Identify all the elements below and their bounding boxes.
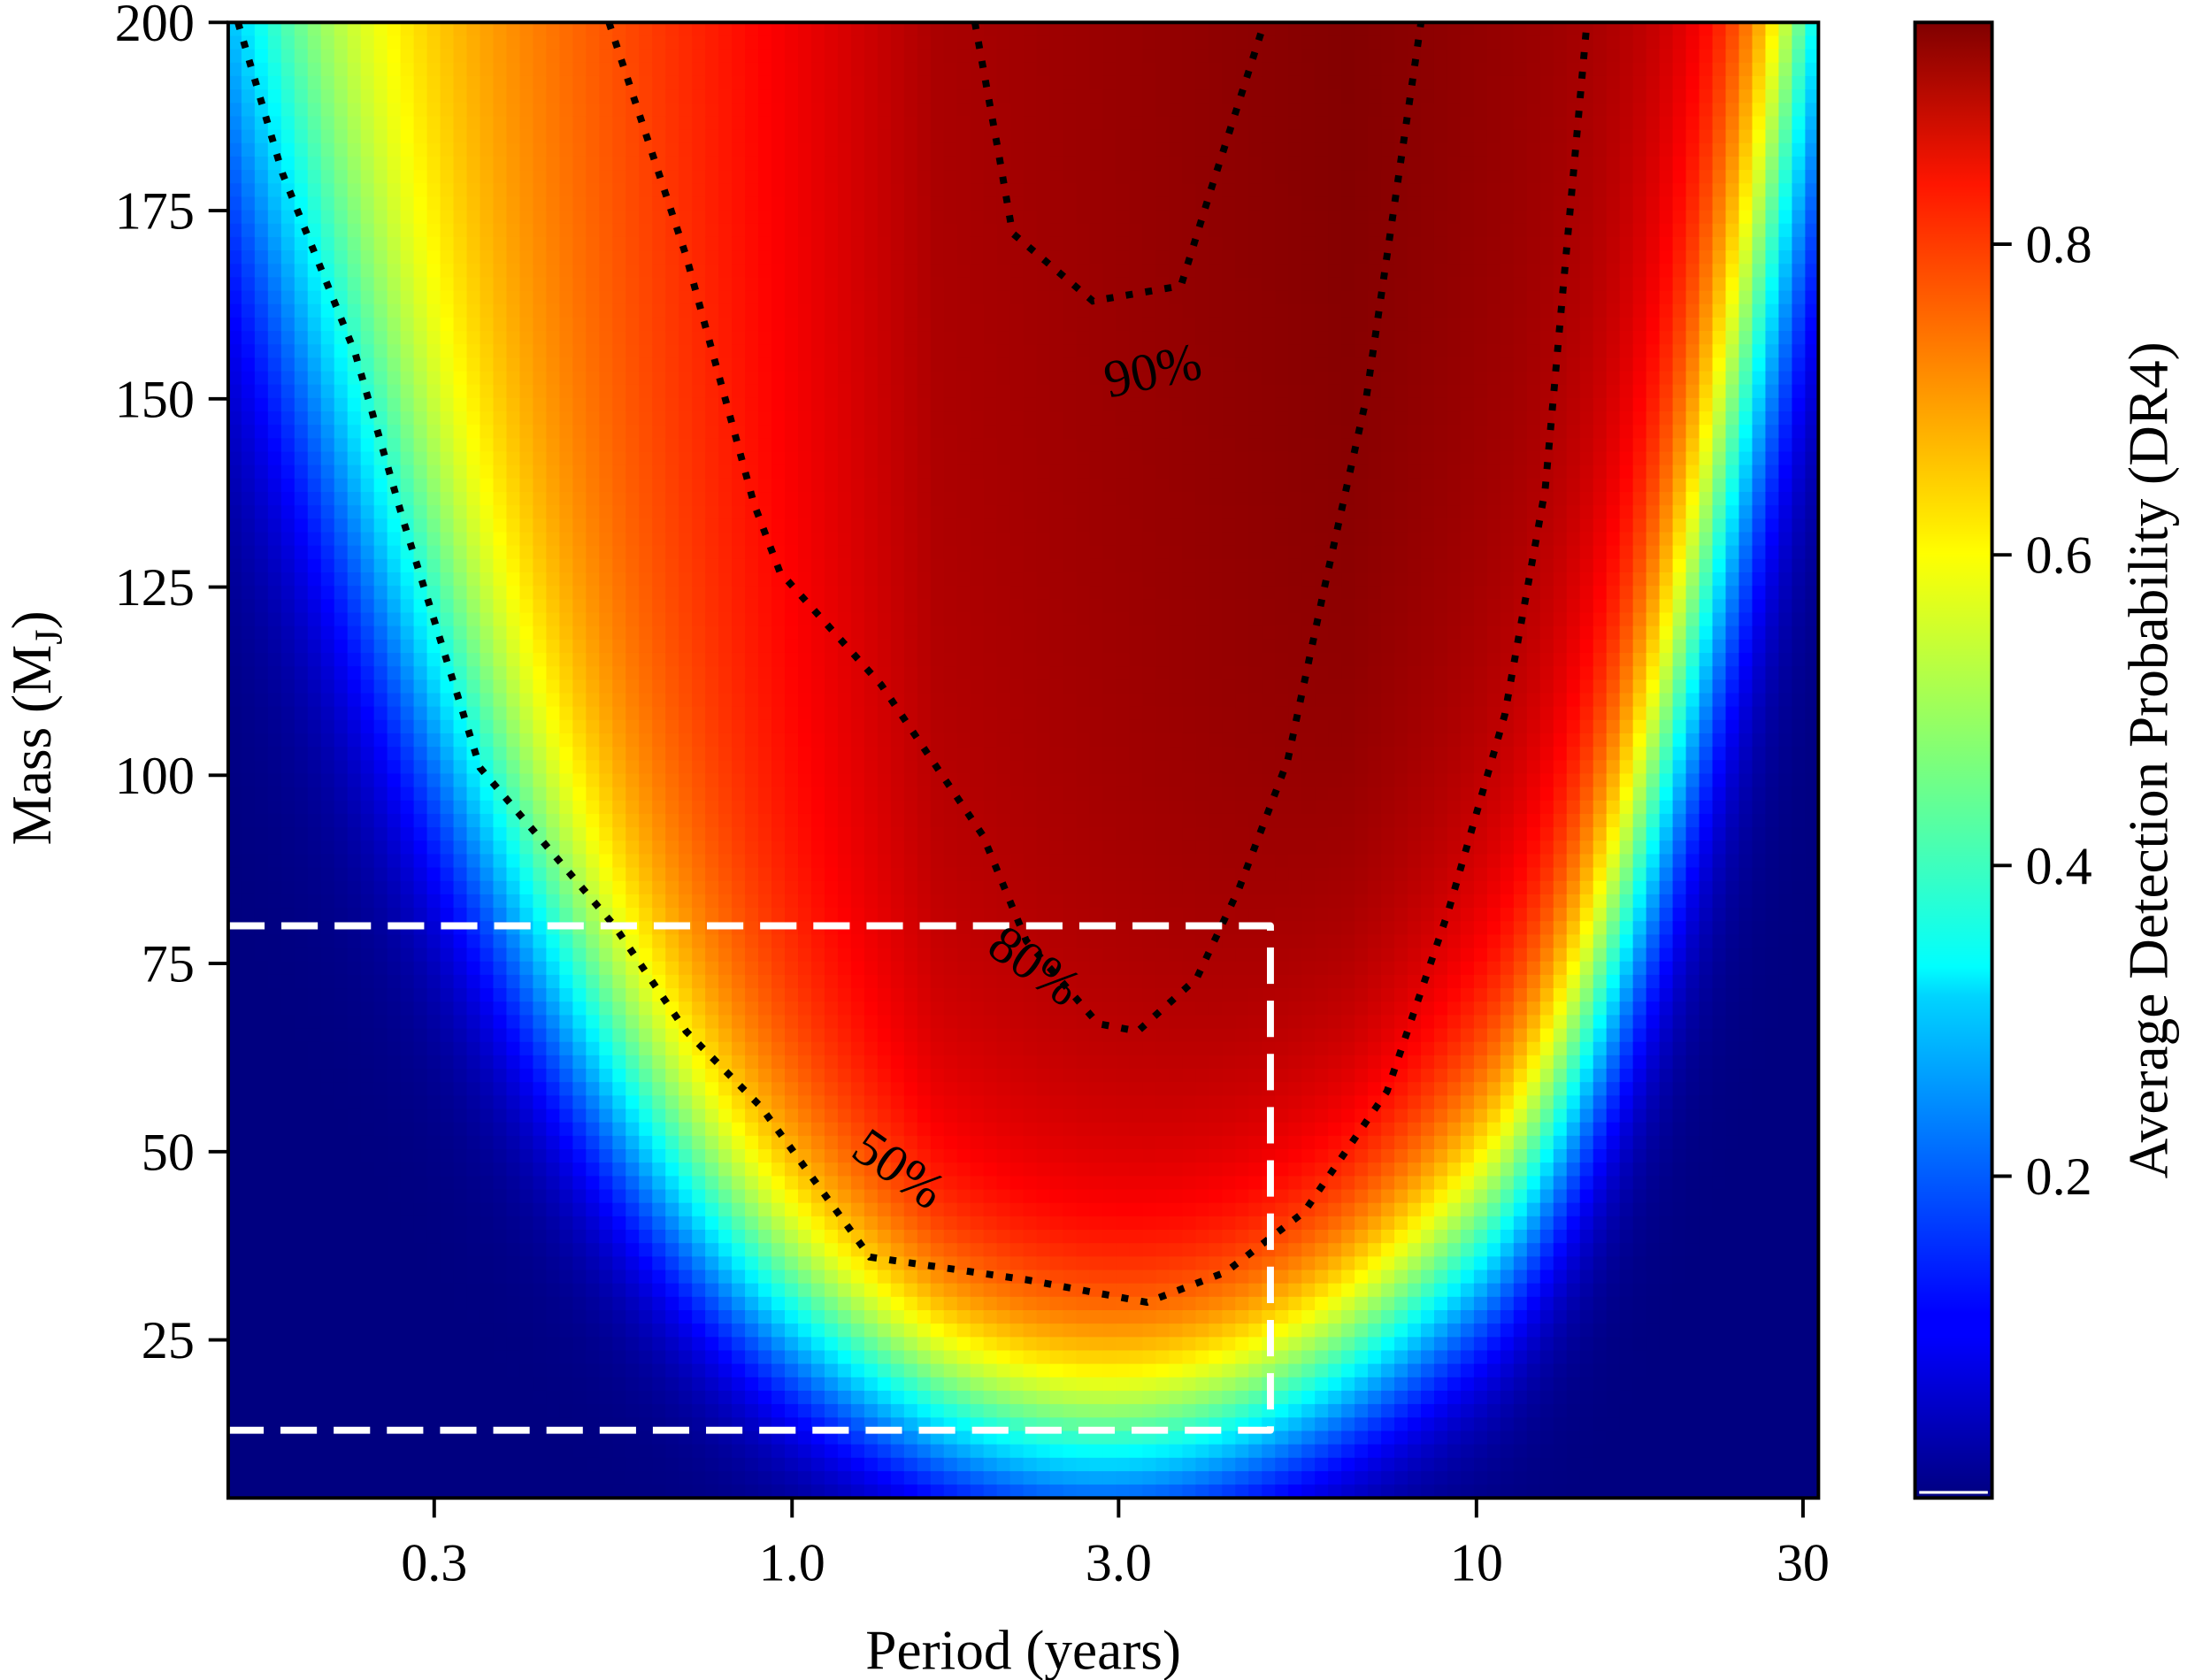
y-tick-label: 200 (115, 0, 195, 53)
colorbar-tick-label: 0.4 (2026, 837, 2092, 896)
colorbar-label: Average Detection Probability (DR4) (2117, 341, 2179, 1178)
contour-90-percent (971, 22, 1268, 305)
x-tick-label: 10 (1450, 1534, 1503, 1593)
colorbar-tick-label: 0.2 (2026, 1147, 2092, 1207)
x-tick-label: 30 (1777, 1534, 1830, 1593)
y-tick-label: 25 (142, 1311, 195, 1370)
x-axis-ticks: 0.3 1.0 3.0 10 30 (401, 1498, 1830, 1593)
x-tick-label: 1.0 (759, 1534, 825, 1593)
y-tick-label: 75 (142, 935, 195, 994)
y-tick-label: 100 (115, 747, 195, 806)
x-axis-label: Period (years) (865, 1619, 1181, 1680)
y-tick-label: 175 (115, 182, 195, 242)
colorbar (1913, 20, 1994, 1500)
colorbar-tick-label: 0.6 (2026, 526, 2092, 586)
y-tick-label: 50 (142, 1123, 195, 1182)
y-axis-label-subscript: J (27, 629, 71, 644)
plot-frame (226, 20, 1821, 1500)
heatmap-image (227, 22, 1819, 1499)
colorbar-ticks: 0.2 0.4 0.6 0.8 (1992, 216, 2092, 1207)
y-tick-label: 150 (115, 370, 195, 429)
y-axis-label-close: ) (1, 610, 63, 629)
x-tick-label: 3.0 (1086, 1534, 1152, 1593)
contour-50-percent (234, 22, 1591, 1307)
colorbar-tick-label: 0.8 (2026, 216, 2092, 275)
dashed-region-box (227, 922, 1274, 1434)
y-axis-ticks: 25 50 75 100 125 150 175 200 (115, 0, 228, 1370)
y-axis-label-main: Mass (M (1, 645, 63, 846)
y-axis-label: Mass (MJ) (1, 610, 71, 845)
y-tick-label: 125 (115, 558, 195, 618)
dashed-rectangle (227, 922, 1274, 1434)
contour-lines (234, 22, 1591, 1307)
x-tick-label: 0.3 (401, 1534, 467, 1593)
